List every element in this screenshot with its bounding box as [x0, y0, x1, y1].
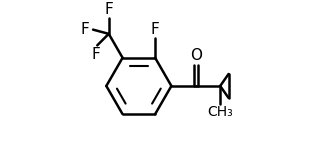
Text: F: F	[104, 2, 113, 17]
Text: F: F	[91, 47, 100, 62]
Text: F: F	[151, 22, 159, 37]
Text: O: O	[190, 48, 202, 63]
Text: CH₃: CH₃	[207, 105, 233, 119]
Text: F: F	[81, 22, 90, 37]
